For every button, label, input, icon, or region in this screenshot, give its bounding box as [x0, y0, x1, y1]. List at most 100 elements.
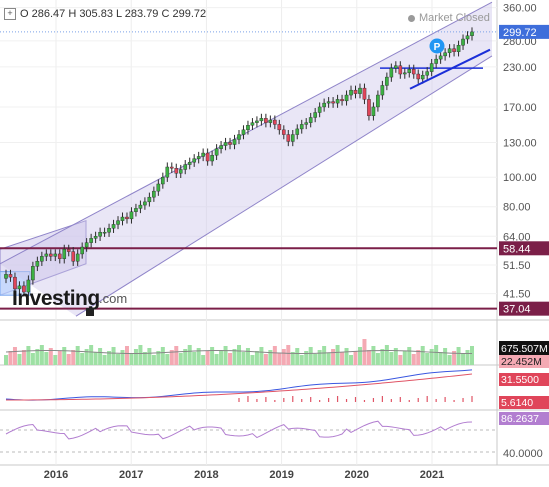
ohlc-values: O 286.47 H 305.83 L 283.79 C 299.72: [20, 8, 207, 20]
rsi-tick-label: 40.0000: [503, 448, 543, 460]
volume-bar: [402, 351, 407, 365]
x-tick-label: 2017: [119, 469, 143, 481]
candle-body: [44, 253, 49, 257]
volume-bar: [183, 349, 188, 365]
macd-marker-box: [499, 373, 549, 386]
volume-bar: [389, 352, 394, 365]
candle-body: [264, 118, 268, 123]
macd-hist-bar: [462, 398, 464, 402]
volume-bar: [237, 345, 241, 365]
volume-bar: [313, 354, 318, 365]
candle-body: [353, 89, 358, 94]
candle-body: [165, 166, 170, 178]
candle-body: [411, 69, 416, 75]
volume-bar: [129, 353, 134, 365]
volume-bar: [116, 354, 121, 365]
candle-body: [214, 148, 219, 156]
volume-bar: [26, 346, 31, 365]
crosshair-icon[interactable]: +: [4, 8, 16, 20]
candle-body: [313, 112, 317, 118]
macd-hist-bar: [256, 399, 258, 402]
volume-bar: [228, 353, 233, 365]
candle-body: [268, 119, 273, 123]
candle-body: [17, 285, 22, 290]
candle-body: [371, 106, 376, 117]
volume-bar: [151, 355, 156, 365]
candle-body: [255, 120, 259, 123]
volume-bar: [30, 353, 35, 365]
volume-bar: [398, 355, 403, 365]
candle-body: [394, 65, 398, 69]
last-price-marker-label: 299.72: [503, 27, 537, 39]
candle-body: [273, 119, 277, 125]
volume-bar: [71, 350, 76, 365]
candle-body: [8, 274, 13, 278]
candle-body: [143, 201, 147, 206]
macd-hist-bar: [453, 400, 455, 402]
candle-body: [147, 196, 152, 203]
volume-bar: [286, 345, 291, 365]
candle-body: [452, 48, 456, 52]
channel-upper-line: [0, 1, 493, 265]
volume-bar: [344, 348, 349, 365]
volume-bar: [102, 355, 107, 365]
candle-body: [232, 139, 237, 145]
macd-hist-bar: [310, 397, 312, 402]
macd-hist-bar: [363, 400, 366, 402]
candle-body: [116, 220, 120, 225]
macd-hist-bar: [345, 399, 348, 402]
volume-bar: [245, 348, 250, 365]
macd-hist-bar: [336, 396, 339, 402]
candle-body: [434, 58, 438, 64]
candle-body: [456, 45, 461, 52]
volume-bar: [156, 351, 161, 365]
volume-bar: [62, 347, 67, 365]
candle-body: [169, 166, 174, 169]
candle-body: [102, 231, 107, 234]
volume-bar: [375, 353, 380, 365]
candle-body: [205, 152, 210, 162]
candle-body: [134, 208, 138, 212]
volume-bar: [223, 346, 228, 365]
p-badge-icon: [429, 38, 445, 54]
y-tick-label: 100.00: [503, 172, 537, 184]
volume-bar: [371, 346, 376, 365]
volume2-marker-box: [499, 355, 549, 368]
candle-body: [241, 129, 246, 135]
candle-body: [187, 161, 192, 165]
volume-bar: [362, 339, 367, 365]
candle-body: [447, 48, 452, 53]
status-dot-icon: [408, 14, 415, 22]
volume-bar: [277, 353, 282, 365]
candle-body: [129, 211, 134, 220]
rsi-marker-label: 86.2637: [501, 413, 539, 425]
volume-bar: [178, 353, 183, 365]
volume-bar: [8, 351, 13, 365]
candle-body: [295, 128, 300, 135]
volume-bar: [98, 348, 103, 365]
macd-hist-bar: [292, 396, 294, 402]
volume-bar: [393, 348, 398, 365]
volume-bar: [250, 355, 255, 365]
volume-marker-box: [499, 341, 549, 355]
volume-bar: [174, 346, 179, 365]
candle-body: [107, 228, 111, 233]
volume-bar: [133, 349, 138, 365]
volume-bar: [425, 353, 430, 365]
volume-bar: [160, 347, 165, 365]
volume-bar: [4, 355, 8, 365]
candle-body: [66, 249, 71, 252]
rsi-line: [5, 420, 473, 440]
candle-body: [290, 134, 295, 142]
y-tick-label: 130.00: [503, 137, 537, 149]
macd-hist-bar: [381, 396, 383, 402]
macd-hist-bar: [399, 397, 401, 402]
volume-bar: [165, 354, 170, 365]
volume-bar: [219, 350, 224, 365]
candle-body: [367, 99, 371, 117]
macd-hist-bar: [274, 400, 276, 402]
x-tick-label: 2021: [420, 469, 444, 481]
macd-hist-bar: [444, 397, 446, 402]
